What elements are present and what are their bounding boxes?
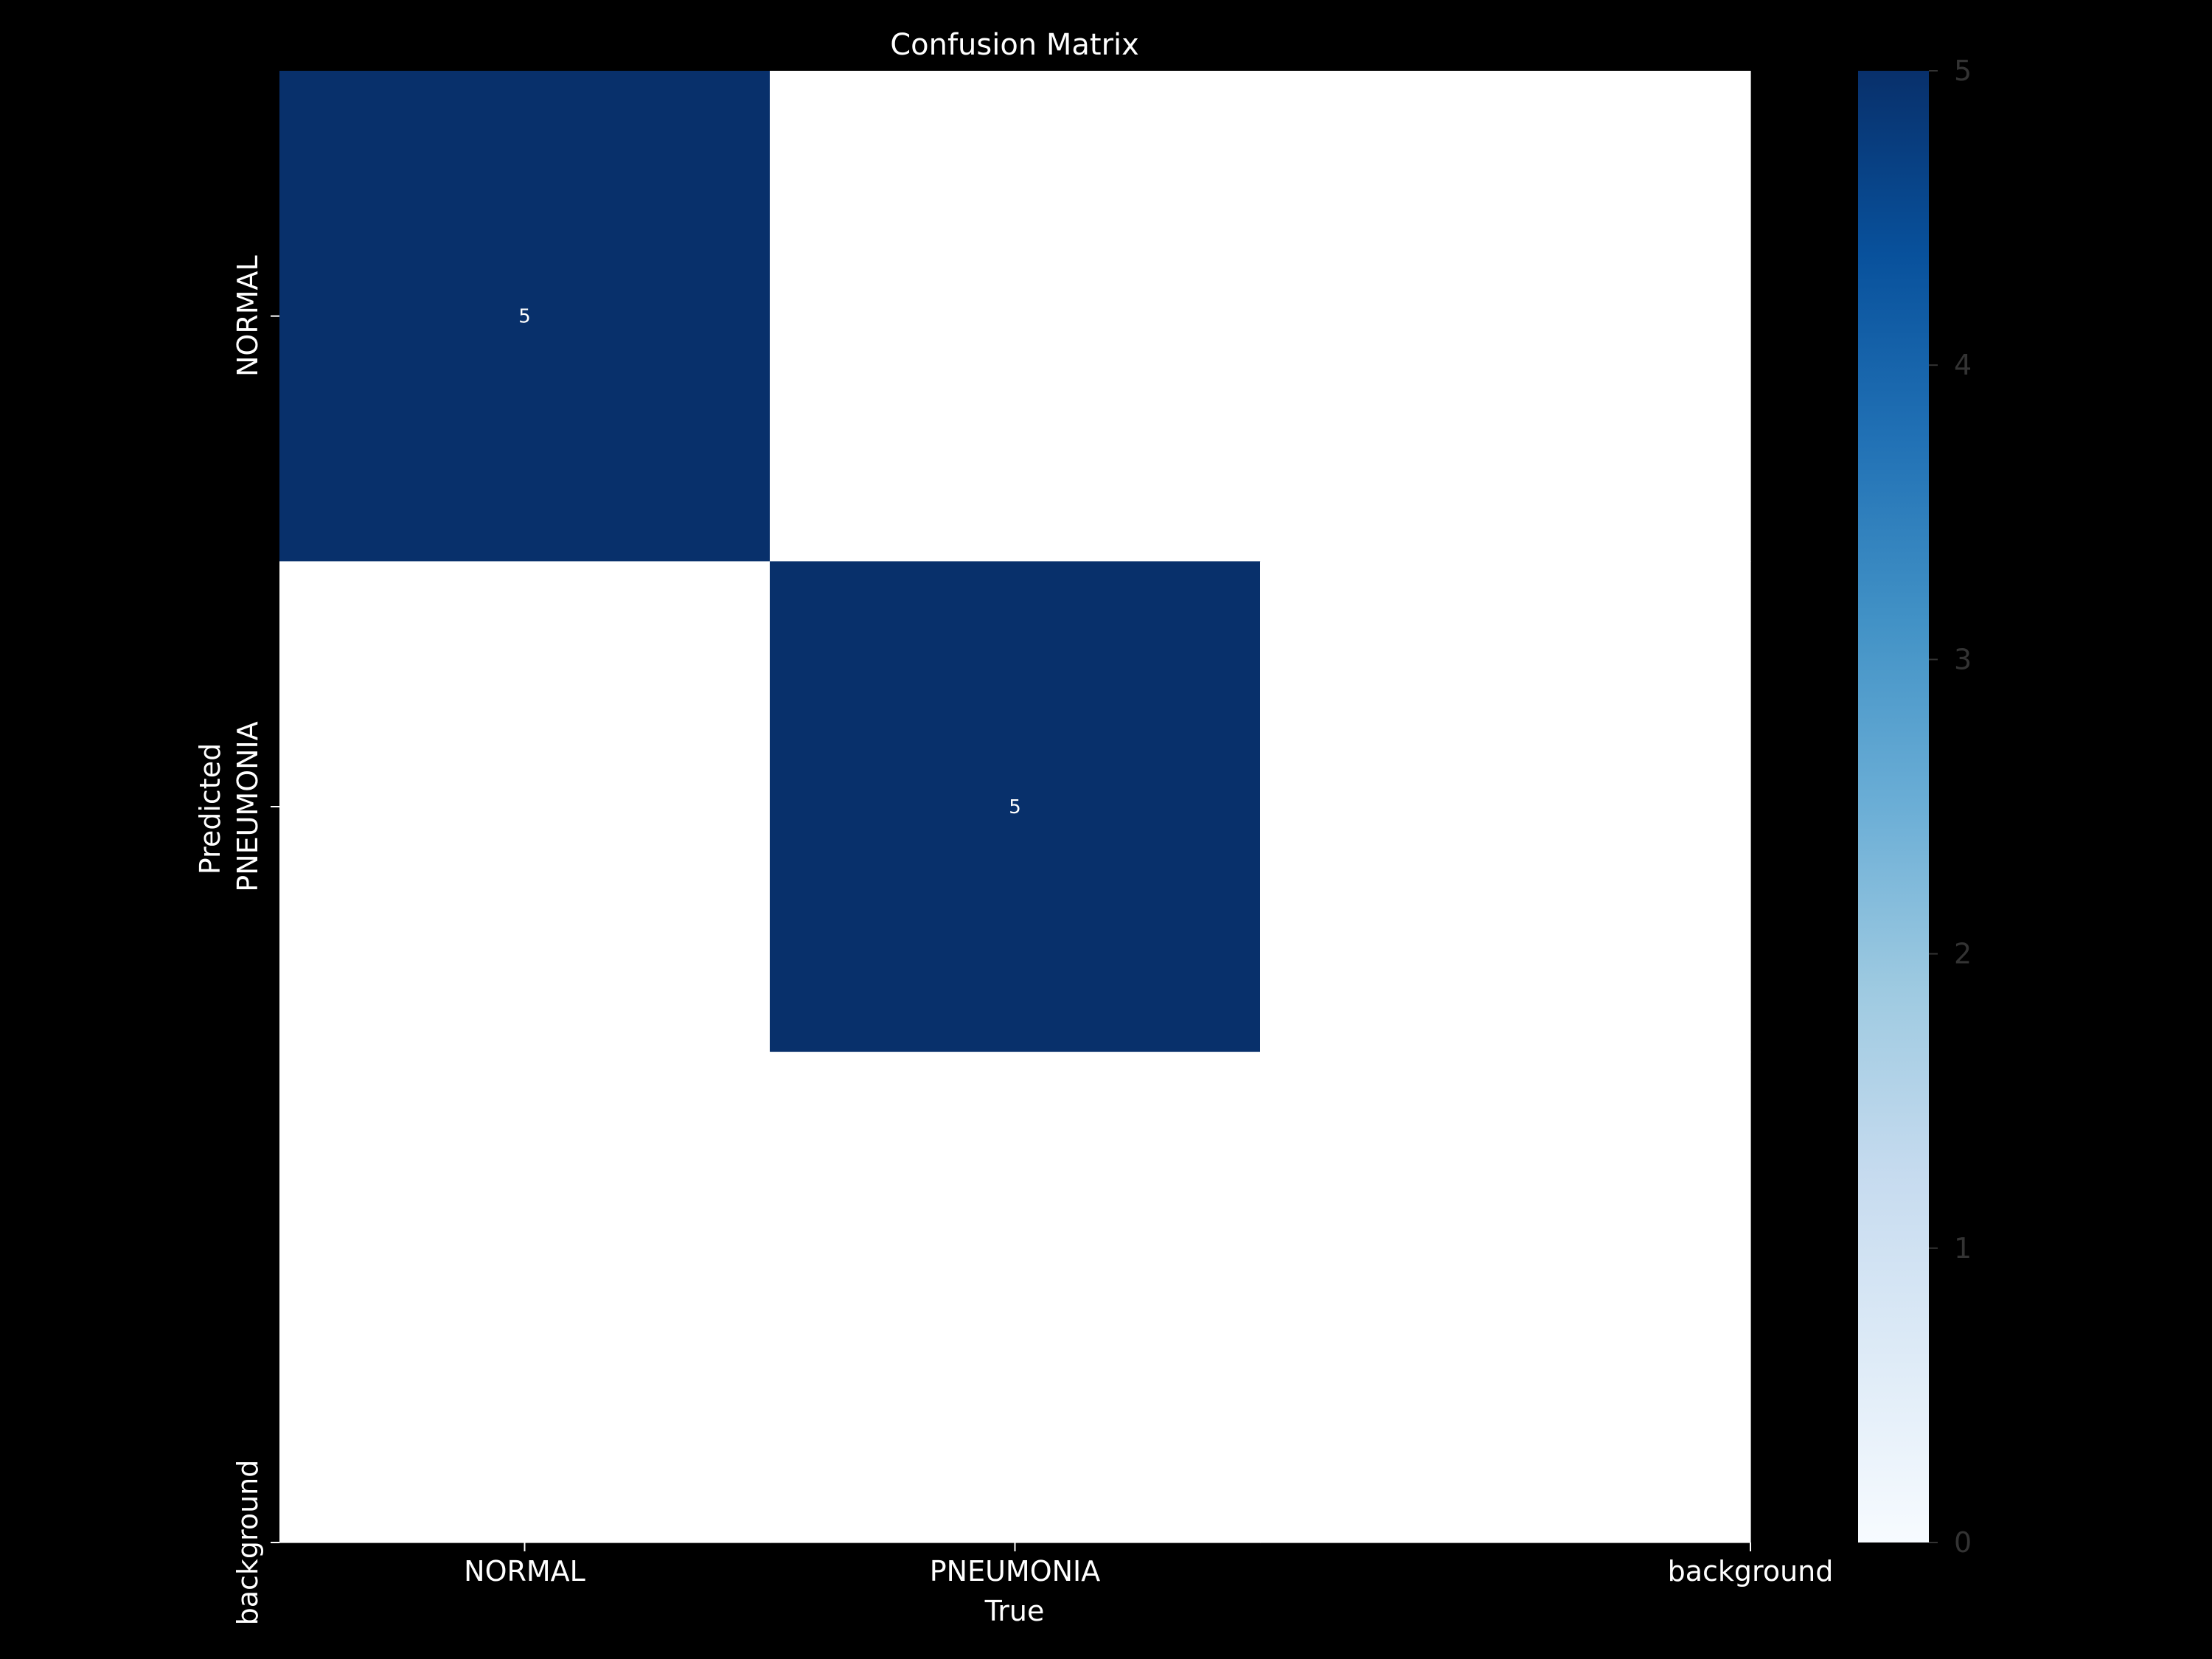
heatmap-cell-r1-c1 — [770, 561, 1261, 1053]
x-axis-ticks: NORMAL PNEUMONIA background — [464, 1543, 1833, 1587]
y-axis-ticks: NORMAL PNEUMONIA background — [232, 255, 279, 1625]
y-tick-label-0: NORMAL — [232, 255, 264, 377]
heatmap-cells — [279, 71, 1751, 1543]
colorbar-tick-label-5: 5 — [1954, 55, 1972, 87]
heatmap-cell-r2-c1 — [770, 1051, 1261, 1543]
cell-label-r0-c0: 5 — [518, 306, 531, 328]
heatmap-cell-r2-c0 — [279, 1051, 771, 1543]
heatmap-cell-r2-c2 — [1260, 1051, 1751, 1543]
colorbar-ticks: 0 1 2 3 4 5 — [1929, 55, 1972, 1559]
colorbar-tick-label-3: 3 — [1954, 643, 1972, 675]
colorbar-tick-label-2: 2 — [1954, 938, 1972, 970]
heatmap-cell-labels: 55 — [518, 306, 1021, 818]
x-tick-label-2: background — [1668, 1555, 1834, 1587]
y-axis-label: Predicted — [194, 743, 226, 874]
heatmap-cell-r0-c1 — [770, 71, 1261, 562]
chart-title: Confusion Matrix — [890, 28, 1139, 62]
heatmap-cell-r1-c2 — [1260, 561, 1751, 1053]
colorbar-tick-label-4: 4 — [1954, 349, 1972, 381]
colorbar-tick-label-0: 0 — [1954, 1526, 1972, 1559]
colorbar — [1858, 71, 1929, 1543]
x-tick-label-0: NORMAL — [464, 1555, 585, 1587]
x-axis-label: True — [984, 1595, 1045, 1627]
cell-label-r1-c1: 5 — [1009, 796, 1021, 818]
heatmap-cell-r0-c0 — [279, 71, 771, 562]
y-tick-label-2: background — [232, 1460, 264, 1626]
y-tick-label-1: PNEUMONIA — [232, 721, 264, 892]
heatmap-cell-r0-c2 — [1260, 71, 1751, 562]
x-tick-label-1: PNEUMONIA — [930, 1555, 1101, 1587]
colorbar-tick-label-1: 1 — [1954, 1232, 1972, 1265]
heatmap-cell-r1-c0 — [279, 561, 771, 1053]
